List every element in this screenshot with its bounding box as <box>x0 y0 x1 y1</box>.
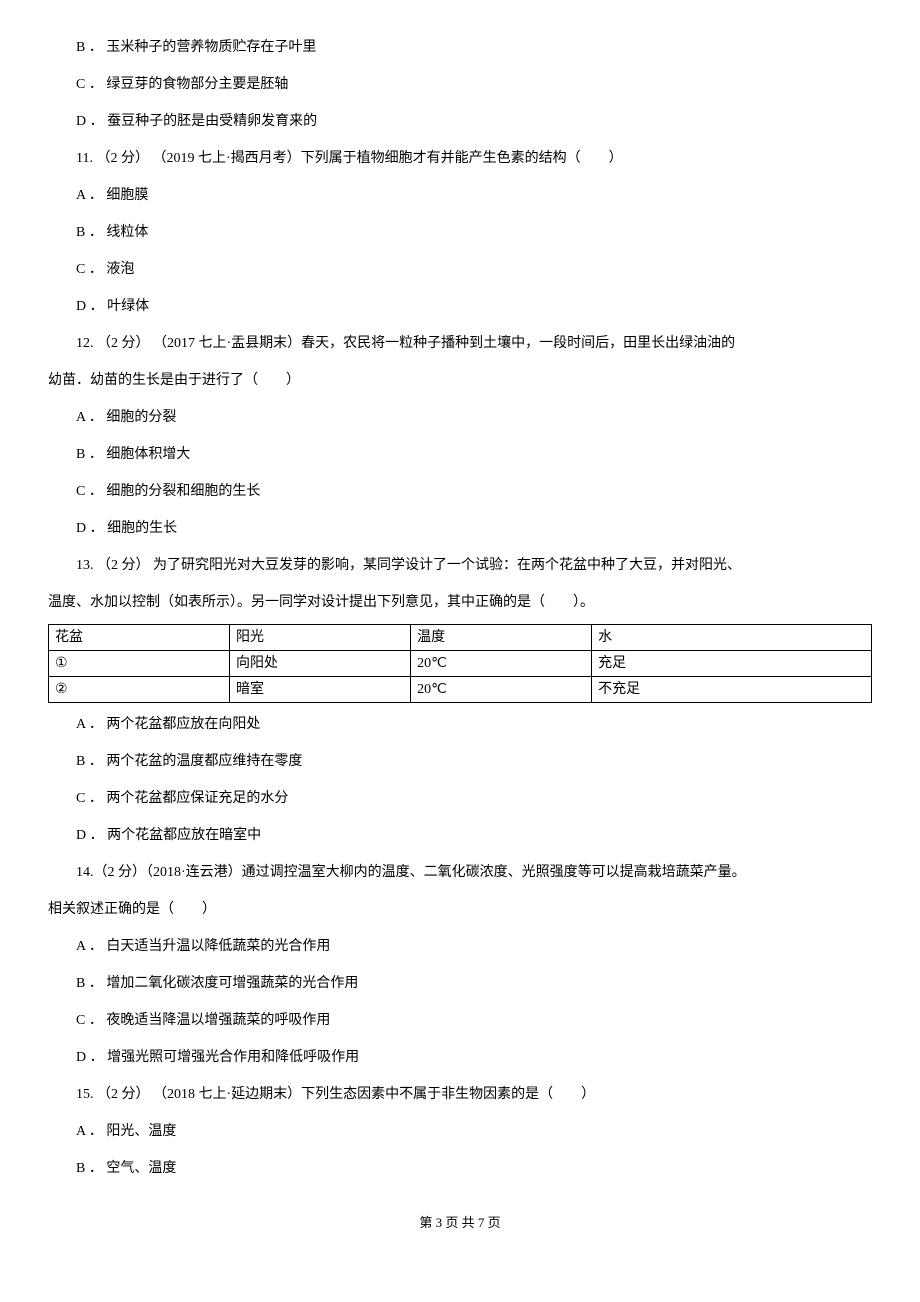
q13-option-d: D ． 两个花盆都应放在暗室中 <box>48 818 872 853</box>
table-cell: ① <box>49 651 230 677</box>
q13-table: 花盆 阳光 温度 水 ① 向阳处 20℃ 充足 ② 暗室 20℃ 不充足 <box>48 624 872 703</box>
table-cell: 向阳处 <box>230 651 411 677</box>
table-row: ① 向阳处 20℃ 充足 <box>49 651 872 677</box>
q14-option-d: D ． 增强光照可增强光合作用和降低呼吸作用 <box>48 1040 872 1075</box>
q12-option-c: C ． 细胞的分裂和细胞的生长 <box>48 474 872 509</box>
q11-option-a: A ． 细胞膜 <box>48 178 872 213</box>
q15-option-b: B ． 空气、温度 <box>48 1151 872 1186</box>
q11-option-d: D ． 叶绿体 <box>48 289 872 324</box>
table-cell: 温度 <box>411 625 592 651</box>
q10-option-c: C ． 绿豆芽的食物部分主要是胚轴 <box>48 67 872 102</box>
table-cell: 不充足 <box>592 677 872 703</box>
table-row: 花盆 阳光 温度 水 <box>49 625 872 651</box>
q10-option-b: B ． 玉米种子的营养物质贮存在子叶里 <box>48 30 872 65</box>
table-cell: 20℃ <box>411 651 592 677</box>
table-cell: 暗室 <box>230 677 411 703</box>
q13-stem-line2: 温度、水加以控制（如表所示）。另一同学对设计提出下列意见，其中正确的是（ ）。 <box>48 585 872 620</box>
q14-option-c: C ． 夜晚适当降温以增强蔬菜的呼吸作用 <box>48 1003 872 1038</box>
q14-stem-line1: 14.（2 分）（2018·连云港）通过调控温室大柳内的温度、二氧化碳浓度、光照… <box>48 855 872 890</box>
q13-option-c: C ． 两个花盆都应保证充足的水分 <box>48 781 872 816</box>
q15-stem: 15. （2 分） （2018 七上·延边期末）下列生态因素中不属于非生物因素的… <box>48 1077 872 1112</box>
q12-stem-line1: 12. （2 分） （2017 七上·盂县期末）春天，农民将一粒种子播种到土壤中… <box>48 326 872 361</box>
q15-option-a: A ． 阳光、温度 <box>48 1114 872 1149</box>
q11-option-b: B ． 线粒体 <box>48 215 872 250</box>
table-cell: 充足 <box>592 651 872 677</box>
q13-option-a: A ． 两个花盆都应放在向阳处 <box>48 707 872 742</box>
table-cell: 水 <box>592 625 872 651</box>
q12-option-a: A ． 细胞的分裂 <box>48 400 872 435</box>
q13-option-b: B ． 两个花盆的温度都应维持在零度 <box>48 744 872 779</box>
q14-option-b: B ． 增加二氧化碳浓度可增强蔬菜的光合作用 <box>48 966 872 1001</box>
q12-option-b: B ． 细胞体积增大 <box>48 437 872 472</box>
q14-option-a: A ． 白天适当升温以降低蔬菜的光合作用 <box>48 929 872 964</box>
table-cell: 20℃ <box>411 677 592 703</box>
table-cell: ② <box>49 677 230 703</box>
q10-option-d: D ． 蚕豆种子的胚是由受精卵发育来的 <box>48 104 872 139</box>
q12-option-d: D ． 细胞的生长 <box>48 511 872 546</box>
q14-stem-line2: 相关叙述正确的是（ ） <box>48 892 872 927</box>
page-footer: 第 3 页 共 7 页 <box>48 1216 872 1229</box>
q11-option-c: C ． 液泡 <box>48 252 872 287</box>
q12-stem-line2: 幼苗．幼苗的生长是由于进行了（ ） <box>48 363 872 398</box>
q11-stem: 11. （2 分） （2019 七上·揭西月考）下列属于植物细胞才有并能产生色素… <box>48 141 872 176</box>
table-cell: 阳光 <box>230 625 411 651</box>
table-cell: 花盆 <box>49 625 230 651</box>
table-row: ② 暗室 20℃ 不充足 <box>49 677 872 703</box>
q13-stem-line1: 13. （2 分） 为了研究阳光对大豆发芽的影响，某同学设计了一个试验：在两个花… <box>48 548 872 583</box>
